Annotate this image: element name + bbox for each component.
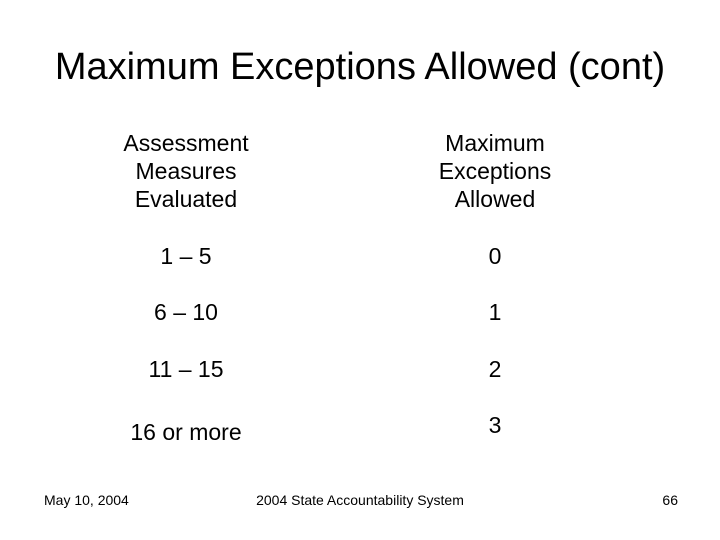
measures-cell: 6 – 10: [154, 299, 218, 325]
measures-cell: 16 or more: [130, 419, 242, 445]
exceptions-cell: 3: [488, 412, 502, 438]
measures-cell: 11 – 15: [148, 356, 224, 382]
column-header-maximum-exceptions: Maximum Exceptions Allowed: [438, 130, 552, 212]
column-header-assessment-measures: Assessment Measures Evaluated: [123, 130, 249, 212]
slide-number: 66: [662, 492, 678, 508]
exceptions-cell: 0: [488, 243, 502, 269]
footer-title: 2004 State Accountability System: [256, 492, 464, 508]
slide-title: Maximum Exceptions Allowed (cont): [54, 46, 666, 88]
exceptions-cell: 2: [488, 356, 502, 382]
measures-cell: 1 – 5: [160, 243, 212, 269]
footer-date: May 10, 2004: [44, 492, 129, 508]
exceptions-cell: 1: [488, 299, 502, 325]
